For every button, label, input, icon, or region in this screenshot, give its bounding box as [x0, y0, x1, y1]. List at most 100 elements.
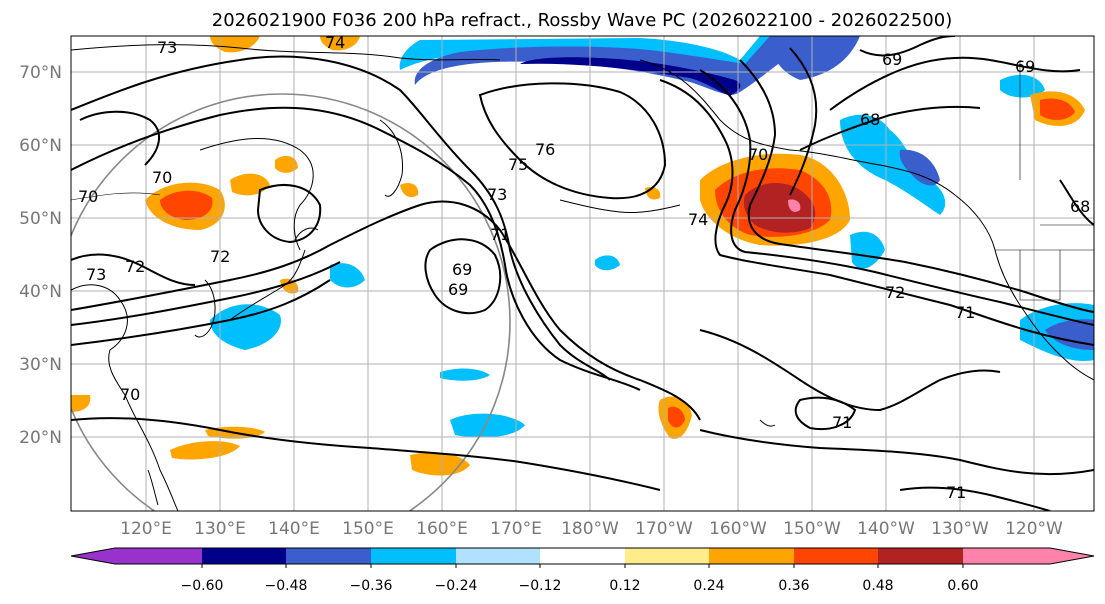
contour-label: 70 [78, 187, 98, 206]
coast-alaska [639, 59, 996, 251]
contour-ne-2 [829, 56, 1081, 111]
shade-negative-pacific-1 [450, 413, 525, 438]
contour-label: 76 [535, 140, 555, 159]
colorbar-tick-label: 0.36 [778, 578, 809, 594]
colorbar-cell [540, 548, 625, 564]
colorbar-outline [70, 547, 1095, 565]
contour-label: 71 [832, 413, 852, 432]
lon-label: 150°E [342, 519, 394, 539]
lat-label: 30°N [19, 355, 62, 375]
lon-label: 160°W [709, 519, 767, 539]
lon-label: 130°W [931, 519, 989, 539]
shade-positive-china-core [160, 190, 213, 220]
lat-lon-grid [71, 36, 1094, 511]
contour-circle-east [256, 184, 322, 244]
contour-labels: 73 70 70 72 72 73 74 69 69 68 70 75 76 7… [78, 33, 1090, 502]
contour-label: 72 [885, 283, 905, 302]
lon-label: 170°E [490, 519, 542, 539]
contour-label: 74 [325, 33, 345, 52]
colorbar-tick-label: −0.12 [519, 578, 562, 594]
contour-jet-1 [71, 200, 701, 421]
contour-label: 73 [487, 185, 507, 204]
lon-label: 160°E [416, 519, 468, 539]
colorbar-tick-label: 0.60 [947, 578, 978, 594]
contour-label: 71 [490, 225, 510, 244]
contour-ne-1 [859, 36, 956, 57]
shade-positive-west-edge [71, 395, 91, 412]
contour-label: 69 [882, 50, 902, 69]
coast-kamchatka [379, 119, 404, 197]
contour-central-loop [424, 238, 502, 315]
colorbar-tick-label: 0.24 [693, 578, 724, 594]
contour-south-east [699, 429, 1094, 476]
coast-korea [194, 279, 216, 338]
contour-label: 69 [1015, 57, 1035, 76]
contour-label: 71 [946, 483, 966, 502]
shade-negative-kuril [330, 263, 365, 288]
border-china-mongolia [71, 192, 161, 201]
coast-hawaii [759, 419, 776, 427]
shade-negative-ne-light [840, 114, 946, 215]
contour-jet-2 [71, 261, 341, 326]
colorbar-cell [371, 548, 456, 564]
shade-positive-hawaii-core [668, 406, 685, 428]
lat-label: 60°N [19, 136, 62, 156]
contour-central-north-loop [478, 82, 667, 200]
lon-label: 120°E [120, 519, 172, 539]
contour-label: 71 [955, 303, 975, 322]
contour-label: 74 [688, 210, 708, 229]
colorbar-cells [70, 547, 1095, 568]
lat-label: 20°N [19, 428, 62, 448]
shade-positive-aleutian [400, 183, 419, 198]
colorbar-cell [709, 548, 794, 564]
contour-label: 70 [152, 168, 172, 187]
range-circle-icon [71, 93, 511, 511]
lon-label: 120°W [1005, 519, 1063, 539]
contour-label: 68 [1070, 197, 1090, 216]
contour-label: 73 [86, 265, 106, 284]
colorbar-cell [625, 548, 709, 564]
lon-label: 180°W [561, 519, 619, 539]
contour-label: 69 [448, 280, 468, 299]
contour-ridge-3 [739, 59, 1094, 313]
shade-positive-sea-okhotsk [275, 155, 298, 173]
latitude-labels: 70°N 60°N 50°N 40°N 30°N 20°N [19, 63, 62, 448]
political-borders [71, 60, 1094, 301]
contour-ne-3 [799, 105, 981, 151]
contour-label: 70 [748, 145, 768, 164]
shade-positive-north-1 [210, 36, 260, 53]
colorbar: −0.60 −0.48 −0.36 −0.24 −0.12 0.12 0.24 … [70, 547, 1095, 594]
coastlines [71, 44, 1094, 511]
shade-positive-gulf-alaska-core [743, 183, 816, 233]
coast-asia [71, 284, 179, 511]
coast-siberia-north [71, 44, 501, 61]
border-us-states-1 [1019, 250, 1061, 301]
contour-tropics [71, 417, 661, 491]
contour-label: 75 [508, 155, 528, 174]
contour-se-71 [899, 486, 1051, 511]
shade-negative-east [850, 231, 885, 269]
lon-label: 170°W [635, 519, 693, 539]
colorbar-extend-min [71, 548, 202, 564]
shade-negative-japan [210, 304, 281, 350]
coast-aleutians [559, 199, 681, 213]
colorbar-tick-label: −0.24 [435, 578, 478, 594]
contour-asia-west [79, 110, 160, 166]
colorbar-tick-label: −0.60 [181, 578, 224, 594]
colorbar-cell [286, 548, 371, 564]
contour-ridge-1 [659, 79, 1094, 346]
shade-negative-alaska [899, 149, 940, 186]
refractivity-contours [71, 36, 1094, 511]
shade-negative-pacific-3 [595, 255, 620, 271]
lon-label: 140°W [857, 519, 915, 539]
contour-south-loop [794, 396, 857, 430]
lon-label: 130°E [194, 519, 246, 539]
contour-label: 68 [860, 110, 880, 129]
shade-positive-gulf-alaska-peak [788, 199, 801, 212]
contour-label: 72 [210, 247, 230, 266]
shade-negative-ne [770, 36, 860, 80]
contour-south-71 [699, 329, 1001, 412]
map-panel: 73 70 70 72 72 73 74 69 69 68 70 75 76 7… [70, 33, 1095, 512]
colorbar-tick-label: 0.48 [862, 578, 893, 594]
